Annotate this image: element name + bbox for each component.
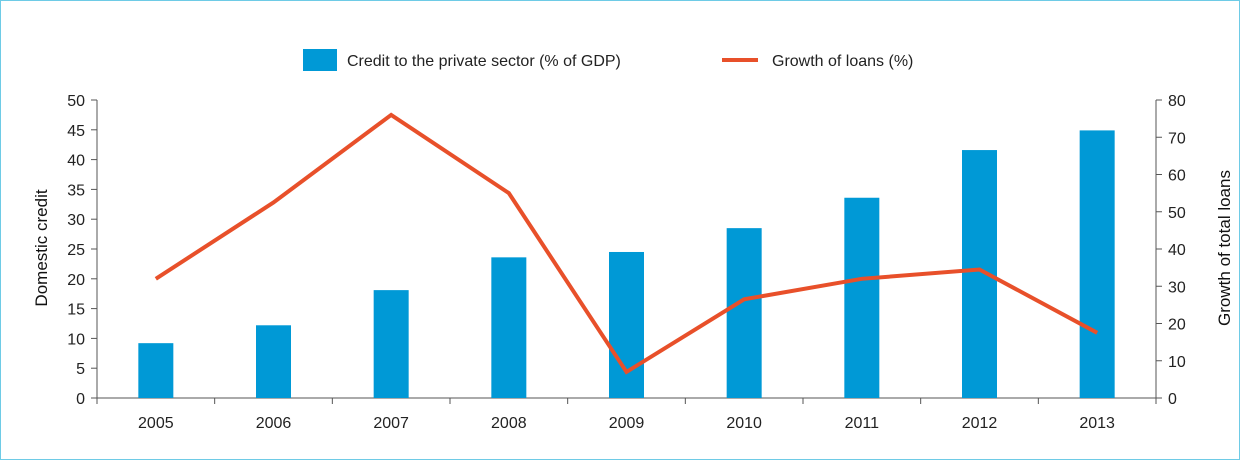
x-tick-label: 2010: [726, 415, 762, 432]
x-tick-label: 2011: [845, 415, 880, 432]
legend-label-line: Growth of loans (%): [772, 53, 913, 70]
y-tick-label: 50: [67, 93, 85, 110]
bar: [491, 257, 527, 398]
bar: [138, 343, 174, 398]
bar: [609, 251, 644, 398]
y2-axis-title: Growth of total loans: [1215, 170, 1234, 326]
y-tick-label: 10: [67, 331, 85, 348]
bar: [1079, 130, 1115, 398]
y-tick-label: 40: [67, 153, 85, 170]
y2-tick-label: 10: [1168, 354, 1186, 371]
plot-area: 0 5 10 15 20 25 30 35 40 45 50 0 10 20 30 40 50 60 70 80 200…: [67, 93, 1186, 432]
y-tick-label: 25: [67, 242, 85, 259]
bar: [844, 197, 880, 398]
bar: [256, 325, 291, 398]
y2-tick-label: 40: [1168, 242, 1186, 259]
legend-label-bar: Credit to the private sector (% of GDP): [347, 53, 621, 70]
x-tick-label: 2009: [609, 415, 645, 432]
x-tick-label: 2013: [1079, 415, 1115, 432]
y-tick-label: 15: [67, 302, 85, 319]
y-axis-title: Domestic credit: [32, 189, 51, 306]
y2-tick-label: 30: [1168, 279, 1186, 296]
y2-tick-label: 50: [1168, 205, 1186, 222]
y2-tick-label: 60: [1168, 168, 1186, 185]
y-tick-label: 20: [67, 272, 85, 289]
legend-swatch-bar: [303, 49, 337, 71]
x-tick-label: 2005: [138, 415, 174, 432]
y-tick-label: 35: [67, 182, 85, 199]
y2-tick-label: 0: [1168, 391, 1177, 408]
y-tick-label: 30: [67, 212, 85, 229]
x-tick-label: 2008: [491, 415, 527, 432]
x-tick-label: 2006: [256, 415, 292, 432]
y-tick-label: 0: [76, 391, 85, 408]
y-tick-label: 5: [76, 361, 85, 378]
y-tick-label: 45: [67, 123, 85, 140]
y2-tick-label: 70: [1168, 130, 1186, 147]
y2-tick-label: 20: [1168, 317, 1186, 334]
x-tick-label: 2007: [373, 415, 409, 432]
series-line: [154, 112, 1099, 375]
bar: [726, 228, 762, 398]
legend: Credit to the private sector (% of GDP) …: [303, 49, 913, 71]
x-tick-label: 2012: [962, 415, 998, 432]
bar: [373, 290, 409, 398]
y2-tick-label: 80: [1168, 93, 1186, 110]
